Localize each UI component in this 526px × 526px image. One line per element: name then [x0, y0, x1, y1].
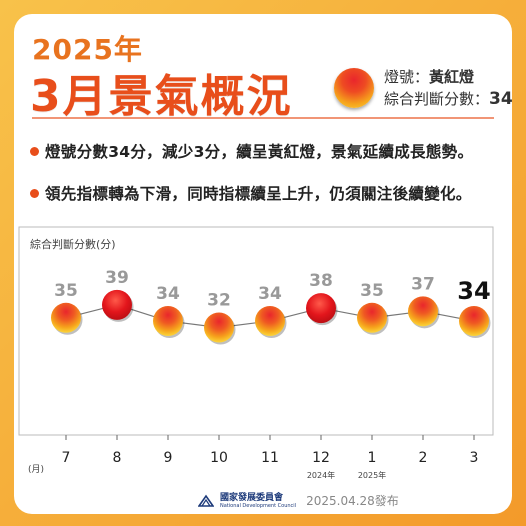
org-name: 國家發展委員會 — [220, 492, 284, 503]
data-point-1 — [357, 302, 387, 333]
light-info: 燈號：黃紅燈 綜合判斷分數：34 — [384, 66, 513, 110]
release-date: 2025.04.28發布 — [306, 494, 399, 508]
x-label-3: 3 — [470, 450, 479, 466]
light-label: 燈號： — [384, 68, 430, 86]
x-label-12: 12 — [312, 450, 330, 466]
y-axis-label: 綜合判斷分數(分) — [30, 237, 116, 251]
chart-frame — [18, 226, 494, 436]
x-label-7: 7 — [62, 450, 71, 466]
data-label-10: 32 — [207, 291, 231, 311]
data-label-11: 34 — [258, 284, 282, 304]
data-label-12: 38 — [309, 271, 333, 291]
x-axis-unit-label: (月) — [28, 464, 44, 475]
x-label-11: 11 — [261, 450, 279, 466]
data-point-9 — [153, 306, 183, 337]
yellow-red-light-icon — [334, 68, 374, 108]
org-name-en: National Development Council — [220, 502, 297, 509]
data-label-1: 35 — [360, 281, 384, 301]
year-label: 2024年 — [307, 470, 335, 480]
data-point-2 — [408, 296, 438, 327]
bullet-text-1: 燈號分數34分，減少3分，續呈黃紅燈，景氣延續成長態勢。 — [45, 143, 474, 161]
x-label-9: 9 — [164, 450, 173, 466]
data-label-2: 37 — [411, 274, 435, 294]
year-label: 2025年 — [358, 470, 386, 480]
data-point-10 — [204, 312, 234, 343]
title-year: 2025年 — [32, 33, 143, 66]
org-name-block: 國家發展委員會 National Development Council — [220, 493, 296, 509]
data-point-11 — [255, 306, 285, 337]
x-label-2: 2 — [419, 450, 428, 466]
data-point-7 — [51, 302, 81, 333]
bullet-dot-icon — [30, 147, 39, 156]
data-label-9: 34 — [156, 284, 180, 304]
footer: 國家發展委員會 National Development Council 202… — [198, 492, 399, 509]
x-label-1: 1 — [368, 450, 377, 466]
data-point-8 — [102, 289, 132, 320]
data-label-7: 35 — [54, 281, 78, 301]
data-point-3 — [459, 306, 489, 337]
score-label: 綜合判斷分數： — [384, 90, 490, 108]
bullet-text-2: 領先指標轉為下滑，同時指標續呈上升，仍須關注後續變化。 — [45, 185, 472, 203]
page-title: 3月景氣概況 — [30, 71, 293, 122]
light-value: 黃紅燈 — [429, 68, 475, 86]
score-value: 34 — [489, 89, 513, 109]
x-label-8: 8 — [113, 450, 122, 466]
bullet-dot-icon — [30, 189, 39, 198]
score-chart: 綜合判斷分數(分) 35 39 34 32 34 38 35 37 34 7 8 9 10 11 12 1 2 3(… — [18, 226, 508, 480]
data-point-12 — [306, 293, 336, 324]
bullet-item-1: 燈號分數34分，減少3分，續呈黃紅燈，景氣延續成長態勢。 — [30, 140, 500, 162]
bullet-item-2: 領先指標轉為下滑，同時指標續呈上升，仍須關注後續變化。 — [30, 182, 500, 204]
x-label-10: 10 — [210, 450, 228, 466]
data-label-3: 34 — [457, 277, 490, 305]
ndc-logo-icon — [198, 494, 214, 507]
data-label-8: 39 — [105, 268, 129, 288]
title-divider — [32, 117, 494, 119]
